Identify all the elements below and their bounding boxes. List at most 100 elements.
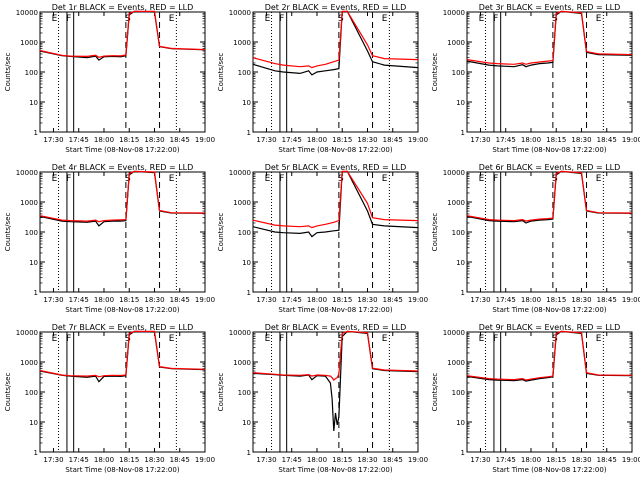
x-axis-label: Start Time (08-Nov-08 17:22:00)	[278, 466, 392, 474]
x-tick-label: 17:30	[43, 296, 63, 304]
chart-panel-2: Det 2r BLACK = Events, RED = LLD 17:30 17:…	[217, 3, 428, 154]
y-tick-label: 10	[242, 99, 251, 107]
x-axis-label: Start Time (08-Nov-08 17:22:00)	[65, 466, 179, 474]
chart-title: Det 6r BLACK = Events, RED = LLD	[479, 163, 621, 172]
y-tick-label: 1	[247, 129, 251, 137]
y-axis-label: Counts/sec	[217, 53, 225, 92]
y-tick-label: 1000	[233, 39, 251, 47]
series-line-black	[252, 170, 419, 238]
y-tick-label: 1000	[447, 199, 465, 207]
marker-label: F	[279, 174, 284, 184]
y-tick-label: 10000	[229, 169, 251, 177]
series-line-red	[252, 330, 419, 381]
x-tick-label: 19:00	[622, 296, 640, 304]
plot-frame	[466, 171, 633, 293]
marker-label: E	[382, 174, 388, 184]
x-tick-label: 19:00	[195, 456, 215, 464]
y-tick-label: 10	[29, 259, 38, 267]
y-tick-label: 1000	[447, 39, 465, 47]
chart-panel-8: Det 8r BLACK = Events, RED = LLD 17:30 17:…	[217, 323, 428, 474]
chart-panel-7: Det 7r BLACK = Events, RED = LLD 17:30 17:…	[4, 323, 215, 474]
x-tick-label: 18:15	[332, 456, 352, 464]
x-tick-label: 18:45	[383, 136, 403, 144]
y-tick-label: 10	[456, 99, 465, 107]
x-tick-label: 19:00	[195, 136, 215, 144]
chart-title: Det 3r BLACK = Events, RED = LLD	[479, 3, 621, 12]
y-tick-label: 1000	[447, 359, 465, 367]
marker-label: E	[479, 334, 485, 344]
marker-label: F	[493, 174, 498, 184]
x-tick-label: 18:30	[357, 456, 377, 464]
x-tick-label: 17:30	[470, 136, 490, 144]
x-tick-label: 18:30	[144, 456, 164, 464]
x-tick-label: 18:45	[597, 136, 617, 144]
marker-label: S	[125, 14, 131, 24]
x-tick-label: 19:00	[408, 136, 428, 144]
x-tick-label: 18:00	[307, 296, 327, 304]
marker-label: F	[493, 14, 498, 24]
chart-title: Det 5r BLACK = Events, RED = LLD	[265, 163, 407, 172]
chart-title: Det 9r BLACK = Events, RED = LLD	[479, 323, 621, 332]
x-tick-label: 18:15	[546, 136, 566, 144]
x-tick-label: 18:15	[332, 296, 352, 304]
x-axis-label: Start Time (08-Nov-08 17:22:00)	[278, 306, 392, 314]
chart-title: Det 7r BLACK = Events, RED = LLD	[52, 323, 194, 332]
y-tick-label: 10	[242, 419, 251, 427]
x-tick-label: 17:45	[282, 136, 302, 144]
plot-frame	[39, 331, 206, 453]
series-line-red	[466, 170, 633, 222]
y-tick-label: 1	[461, 449, 465, 457]
marker-label: S	[552, 334, 558, 344]
x-tick-label: 18:45	[597, 456, 617, 464]
y-tick-label: 10	[456, 259, 465, 267]
x-tick-label: 18:30	[357, 136, 377, 144]
marker-label: E	[52, 334, 58, 344]
y-axis-label: Counts/sec	[4, 213, 12, 252]
plot-frame	[39, 171, 206, 293]
marker-label: E	[479, 174, 485, 184]
series-line-red	[39, 10, 206, 58]
marker-label: S	[552, 14, 558, 24]
x-tick-label: 19:00	[195, 296, 215, 304]
series-line-black	[39, 330, 206, 383]
x-tick-label: 18:30	[144, 136, 164, 144]
chart-panel-5: Det 5r BLACK = Events, RED = LLD 17:30 17:…	[217, 163, 428, 314]
x-tick-label: 18:45	[170, 296, 190, 304]
y-tick-label: 100	[238, 389, 251, 397]
y-tick-label: 1	[34, 289, 38, 297]
chart-title: Det 2r BLACK = Events, RED = LLD	[265, 3, 407, 12]
y-tick-label: 1000	[20, 39, 38, 47]
x-tick-label: 17:30	[256, 296, 276, 304]
series-line-black	[466, 170, 633, 224]
x-tick-label: 18:00	[521, 296, 541, 304]
x-tick-label: 17:45	[69, 456, 89, 464]
x-tick-label: 17:30	[43, 136, 63, 144]
x-tick-label: 17:30	[256, 456, 276, 464]
y-tick-label: 1000	[20, 359, 38, 367]
x-tick-label: 18:45	[383, 296, 403, 304]
x-tick-label: 18:15	[119, 456, 139, 464]
y-tick-label: 10000	[443, 9, 465, 17]
series-line-red	[252, 10, 419, 69]
x-tick-label: 17:30	[470, 296, 490, 304]
marker-label: E	[169, 334, 175, 344]
x-tick-label: 18:00	[94, 296, 114, 304]
marker-label: F	[66, 14, 71, 24]
chart-panel-6: Det 6r BLACK = Events, RED = LLD 17:30 17:…	[431, 163, 640, 314]
y-tick-label: 10000	[16, 329, 38, 337]
y-axis-label: Counts/sec	[431, 53, 439, 92]
y-tick-label: 10	[29, 99, 38, 107]
x-tick-label: 18:30	[571, 136, 591, 144]
y-tick-label: 10000	[16, 169, 38, 177]
x-tick-label: 18:00	[521, 136, 541, 144]
y-axis-label: Counts/sec	[4, 373, 12, 412]
x-tick-label: 18:00	[94, 136, 114, 144]
marker-label: E	[52, 14, 58, 24]
series-line-red	[39, 170, 206, 223]
series-line-red	[466, 330, 633, 381]
y-tick-label: 100	[452, 229, 465, 237]
marker-label: E	[382, 14, 388, 24]
marker-label: F	[493, 334, 498, 344]
x-tick-label: 18:45	[170, 136, 190, 144]
x-tick-label: 17:45	[282, 456, 302, 464]
